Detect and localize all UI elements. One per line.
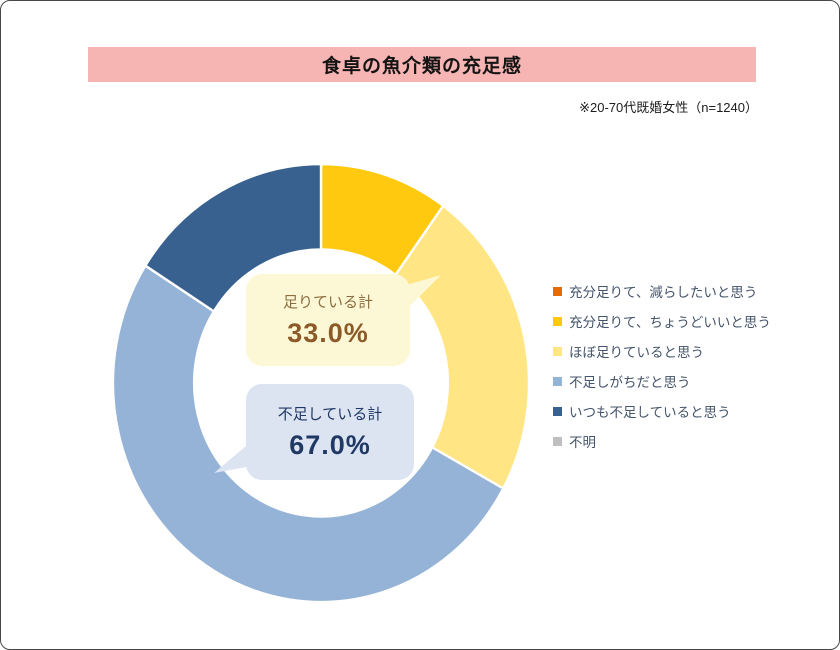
legend-item-3: 不足しがちだと思う <box>553 366 771 396</box>
donut-segment-2 <box>394 204 531 490</box>
callout-sufficient-label: 足りている計 <box>282 294 373 311</box>
callout-insufficient-tail <box>214 441 252 473</box>
callout-insufficient-value: 67.0% <box>289 430 371 460</box>
legend-marker-5 <box>553 436 562 446</box>
legend-marker-1 <box>553 316 562 326</box>
legend-item-0: 充分足りて、減らしたいと思う <box>553 276 771 306</box>
legend-item-4: いつも不足していると思う <box>553 396 771 426</box>
callout-sufficient: 足りている計 33.0% <box>246 274 410 366</box>
chart-legend: 充分足りて、減らしたいと思う 充分足りて、ちょうどいいと思う ほぼ足りていると思う不… <box>553 276 771 456</box>
callout-insufficient-label: 不足している計 <box>277 406 383 423</box>
legend-item-5: 不明 <box>553 426 771 456</box>
legend-label-2: ほぼ足りていると思う <box>569 345 704 360</box>
legend-label-5: 不明 <box>569 435 596 450</box>
callout-sufficient-tail <box>403 275 441 307</box>
chart-title-banner: 食卓の魚介類の充足感 <box>88 47 756 82</box>
callout-insufficient: 不足している計 67.0% <box>246 384 414 480</box>
legend-label-0: 充分足りて、減らしたいと思う <box>569 285 758 300</box>
legend-label-1: 充分足りて、ちょうどいいと思う <box>569 315 771 330</box>
donut-chart <box>111 162 531 604</box>
legend-marker-3 <box>553 376 562 386</box>
page-title: 食卓の魚介類の充足感 <box>321 56 522 77</box>
legend-item-1: 充分足りて、ちょうどいいと思う <box>553 306 771 336</box>
legend-label-4: いつも不足していると思う <box>569 405 731 420</box>
legend-label-3: 不足しがちだと思う <box>569 375 691 390</box>
legend-marker-2 <box>553 346 562 356</box>
legend-item-2: ほぼ足りていると思う <box>553 336 771 366</box>
legend-marker-4 <box>553 406 562 416</box>
callout-sufficient-value: 33.0% <box>287 318 369 348</box>
sample-note: ※20-70代既婚女性（n=1240） <box>579 100 758 115</box>
donut-segment-4 <box>144 162 323 313</box>
donut-segment-3 <box>111 264 505 604</box>
legend-marker-0 <box>553 286 562 296</box>
